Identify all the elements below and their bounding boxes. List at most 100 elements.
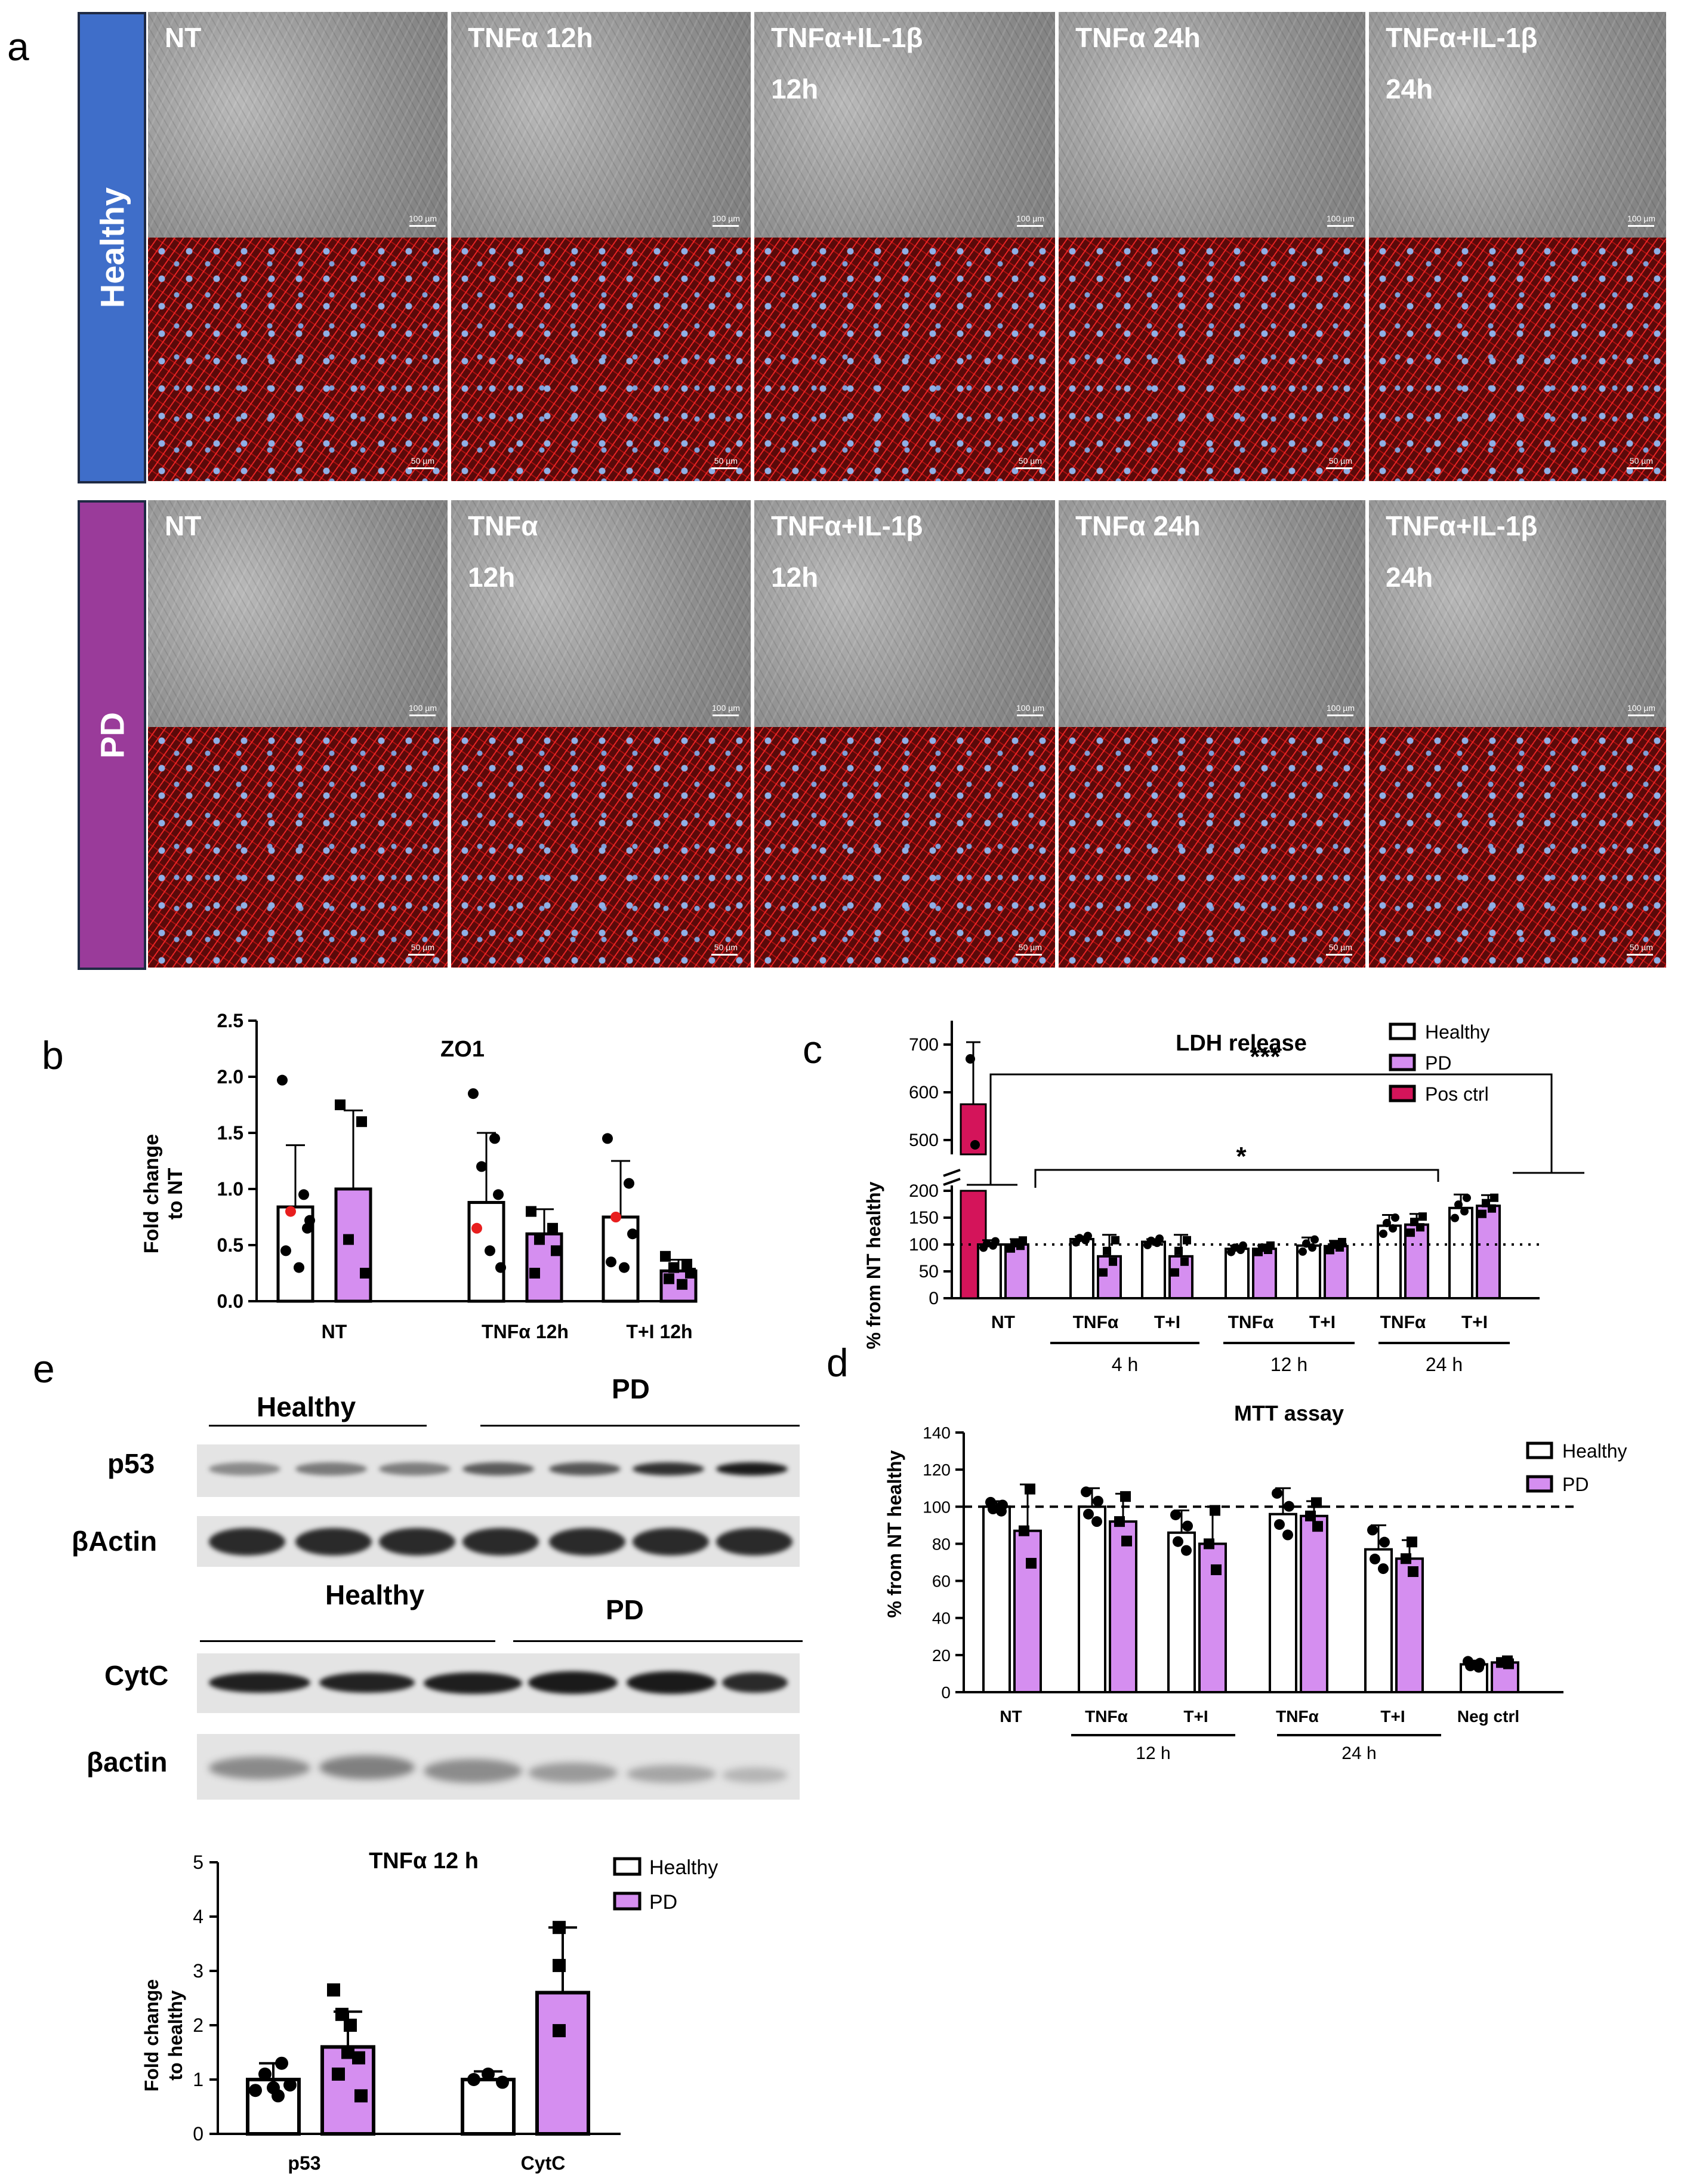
x-tick-label: TNFα	[1276, 1707, 1319, 1726]
data-point	[341, 2046, 354, 2059]
scale-label: 50 µm	[1328, 456, 1352, 466]
chart-c-ylabel: % from NT healthy	[863, 1181, 884, 1349]
scale-label: 100 µm	[1627, 703, 1655, 713]
data-point	[1075, 1234, 1084, 1243]
data-point	[272, 2089, 285, 2103]
blot-line-healthy-bottom	[200, 1640, 495, 1642]
scale-label: 100 µm	[1016, 214, 1044, 223]
blot-band	[528, 1671, 618, 1694]
fluorescence-image: 50 µm	[754, 238, 1055, 481]
data-point	[1170, 1509, 1181, 1520]
x-tick-label: T+I	[1154, 1313, 1180, 1332]
blot-band	[295, 1462, 367, 1475]
fluorescence-image: 50 µm	[148, 727, 448, 968]
data-point	[1183, 1236, 1191, 1245]
data-point	[1478, 1209, 1486, 1218]
blot-cytc	[197, 1653, 800, 1713]
data-point	[476, 1161, 487, 1172]
data-point	[275, 2056, 288, 2070]
scale-bar	[409, 225, 436, 227]
data-point	[335, 1099, 346, 1110]
data-point	[294, 1262, 304, 1273]
scale-label: 50 µm	[411, 942, 434, 952]
data-point	[1099, 1268, 1108, 1277]
data-point	[1284, 1501, 1294, 1512]
group-label: 12 h	[1136, 1743, 1170, 1763]
data-point	[1463, 1193, 1471, 1202]
blot-band	[319, 1755, 415, 1779]
chart-b-ylabel-2: to NT	[164, 1168, 187, 1219]
scale-bar	[1016, 954, 1042, 956]
data-point	[1081, 1486, 1091, 1498]
panel-letter-b: b	[42, 1033, 64, 1077]
data-point	[668, 1262, 679, 1273]
blot-line-pd-bottom	[513, 1640, 803, 1642]
data-point	[1308, 1243, 1316, 1252]
blot-label-bactin-1: βActin	[72, 1526, 158, 1557]
brightfield-image: TNFα 24h 100 µm	[1059, 500, 1365, 727]
chart-e-title: TNFα 12 h	[369, 1849, 479, 1874]
data-point	[1299, 1247, 1307, 1256]
data-point	[1204, 1538, 1214, 1550]
y-tick-label: 50	[919, 1262, 939, 1282]
data-point	[1454, 1200, 1463, 1209]
blot-band	[319, 1672, 415, 1693]
y-tick-label: 0	[193, 2123, 203, 2145]
scale-bar	[711, 954, 738, 956]
sig-label: *	[1236, 1142, 1247, 1171]
data-point	[493, 1189, 504, 1200]
data-point	[1378, 1563, 1389, 1575]
data-point	[526, 1206, 536, 1217]
data-point	[1026, 1558, 1037, 1569]
x-tick-label: NT	[1000, 1707, 1022, 1726]
y-tick-label: 2.0	[217, 1066, 243, 1088]
scale-bar	[1327, 714, 1353, 716]
x-tick-label: NT	[991, 1313, 1015, 1332]
data-point	[619, 1262, 630, 1273]
chart-b-plot: 0.0 0.5 1.0 1.5 2.0 2.5 NT TNFα 12h T+I 12h	[217, 1010, 698, 1342]
bar	[535, 1991, 590, 2136]
data-point	[1091, 1516, 1102, 1527]
blot-label-cytc: CytC	[104, 1660, 169, 1691]
y-tick-label: 120	[923, 1461, 951, 1479]
scale-label: 50 µm	[1018, 942, 1042, 952]
data-point	[298, 1189, 309, 1200]
blot-band	[716, 1528, 792, 1555]
blot-band	[627, 1671, 716, 1694]
condition-label: TNFα+IL-1β 12h	[771, 510, 923, 593]
y-tick-label: 150	[909, 1208, 939, 1228]
brightfield-image: TNFα+IL-1β 12h 100 µm	[754, 12, 1055, 238]
x-tick-label: T+I	[1380, 1707, 1405, 1726]
chart-e-ylabel-1: Fold change	[141, 1979, 162, 2091]
data-point	[495, 1262, 506, 1273]
data-point	[1451, 1213, 1459, 1222]
x-tick-label: T+I	[1309, 1313, 1336, 1332]
data-point	[1019, 1525, 1029, 1536]
legend-label: PD	[1562, 1474, 1589, 1495]
group-label: 24 h	[1426, 1354, 1463, 1375]
blot-band	[209, 1528, 285, 1555]
data-point	[1311, 1497, 1322, 1508]
fluorescence-image: 50 µm	[1059, 238, 1365, 481]
data-point	[1211, 1564, 1222, 1575]
axis-break	[943, 1178, 961, 1186]
blot-band	[633, 1462, 704, 1475]
brightfield-image: NT 100 µm	[148, 500, 448, 727]
fluorescence-image: 50 µm	[451, 727, 751, 968]
scale-bar	[713, 714, 739, 716]
row-tab-label: Healthy	[93, 187, 131, 309]
data-point	[1460, 1207, 1469, 1216]
scale-label: 50 µm	[714, 456, 738, 466]
y-tick-label: 0	[941, 1683, 951, 1702]
fluorescence-image: 50 µm	[1369, 727, 1666, 968]
data-point	[1410, 1218, 1418, 1227]
data-point	[354, 2089, 368, 2103]
scale-bar	[711, 467, 738, 469]
legend-label: Healthy	[1425, 1021, 1490, 1043]
legend-swatch	[1389, 1085, 1416, 1102]
group-label: 12 h	[1270, 1354, 1307, 1375]
data-point	[660, 1250, 671, 1262]
scale-bar	[408, 954, 434, 956]
brightfield-image: TNFα+IL-1β 24h 100 µm	[1369, 12, 1666, 238]
panel-letter-d: d	[826, 1341, 849, 1385]
